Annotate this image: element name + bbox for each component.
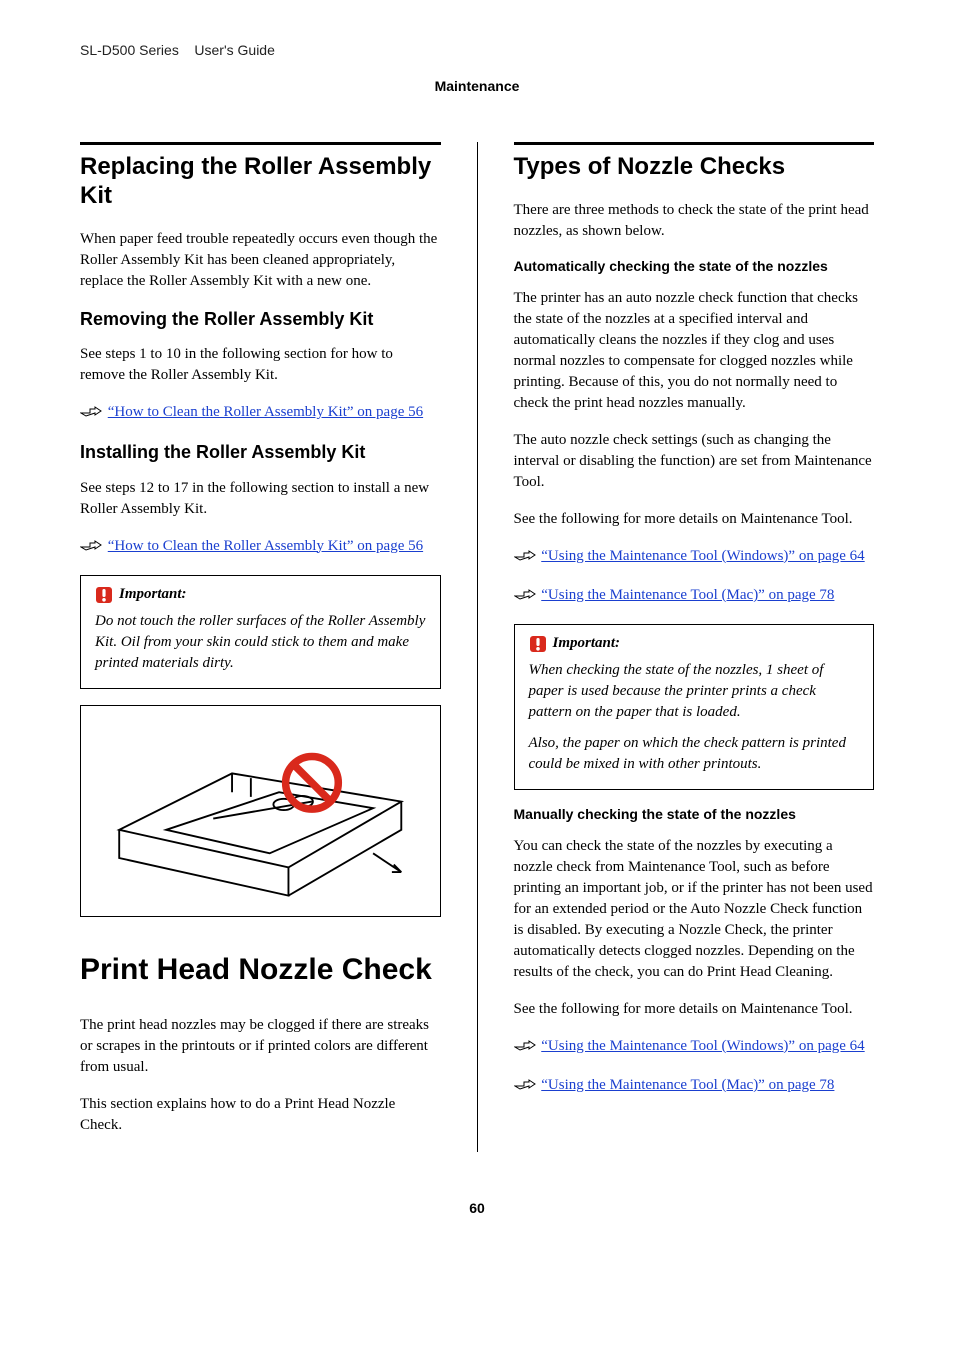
para-types-intro: There are three methods to check the sta… [514,200,875,242]
heading-nozzle-check: Print Head Nozzle Check [80,953,441,988]
roller-illustration [80,705,441,917]
para-see-tool-1: See the following for more details on Ma… [514,509,875,530]
callout-head: Important: [95,586,426,604]
para-remove-steps: See steps 1 to 10 in the following secti… [80,344,441,386]
xref-clean-kit[interactable]: “How to Clean the Roller Assembly Kit” o… [108,538,423,554]
chapter-title: Maintenance [80,78,874,94]
exclamation-icon [95,586,113,604]
heading-types-checks: Types of Nozzle Checks [514,142,875,182]
xref-maintenance-mac[interactable]: “Using the Maintenance Tool (Mac)” on pa… [541,1077,834,1093]
xref-line: “Using the Maintenance Tool (Windows)” o… [514,546,875,569]
left-column: Replacing the Roller Assembly Kit When p… [80,142,441,1152]
important-callout: Important: When checking the state of th… [514,624,875,790]
xref-line: “Using the Maintenance Tool (Windows)” o… [514,1036,875,1059]
xref-maintenance-mac[interactable]: “Using the Maintenance Tool (Mac)” on pa… [541,587,834,603]
xref-line: “How to Clean the Roller Assembly Kit” o… [80,402,441,425]
xref-line: “How to Clean the Roller Assembly Kit” o… [80,536,441,559]
doc-type: User's Guide [194,42,274,58]
subhead-manual-check: Manually checking the state of the nozzl… [514,806,875,822]
pointer-icon [514,1038,536,1059]
pointer-icon [514,1077,536,1098]
subhead-auto-check: Automatically checking the state of the … [514,258,875,274]
important-p1: When checking the state of the nozzles, … [529,660,860,723]
heading-replacing-kit: Replacing the Roller Assembly Kit [80,142,441,211]
two-column-layout: Replacing the Roller Assembly Kit When p… [80,142,874,1152]
callout-head: Important: [529,635,860,653]
para-nozzle-2: This section explains how to do a Print … [80,1094,441,1136]
heading-installing-kit: Installing the Roller Assembly Kit [80,441,441,464]
para-install-steps: See steps 12 to 17 in the following sect… [80,478,441,520]
important-callout: Important: Do not touch the roller surfa… [80,575,441,689]
product-name: SL-D500 Series [80,42,179,58]
exclamation-icon [529,635,547,653]
pointer-icon [80,538,102,559]
xref-clean-kit[interactable]: “How to Clean the Roller Assembly Kit” o… [108,404,423,420]
important-body: Do not touch the roller surfaces of the … [95,611,426,674]
pointer-icon [514,587,536,608]
pointer-icon [80,404,102,425]
right-column: Types of Nozzle Checks There are three m… [514,142,875,1152]
para-see-tool-2: See the following for more details on Ma… [514,999,875,1020]
column-divider [477,142,478,1152]
para-replace-intro: When paper feed trouble repeatedly occur… [80,229,441,292]
important-p2: Also, the paper on which the check patte… [529,733,860,775]
xref-maintenance-windows[interactable]: “Using the Maintenance Tool (Windows)” o… [541,1038,864,1054]
xref-maintenance-windows[interactable]: “Using the Maintenance Tool (Windows)” o… [541,548,864,564]
para-auto-2: The auto nozzle check settings (such as … [514,430,875,493]
important-title: Important: [553,635,621,652]
xref-line: “Using the Maintenance Tool (Mac)” on pa… [514,585,875,608]
page-number: 60 [80,1200,874,1216]
important-title: Important: [119,586,187,603]
heading-removing-kit: Removing the Roller Assembly Kit [80,308,441,331]
pointer-icon [514,548,536,569]
para-nozzle-1: The print head nozzles may be clogged if… [80,1015,441,1078]
para-auto-1: The printer has an auto nozzle check fun… [514,288,875,414]
doc-header: SL-D500 Series User's Guide [80,42,874,58]
xref-line: “Using the Maintenance Tool (Mac)” on pa… [514,1075,875,1098]
para-manual-1: You can check the state of the nozzles b… [514,836,875,983]
